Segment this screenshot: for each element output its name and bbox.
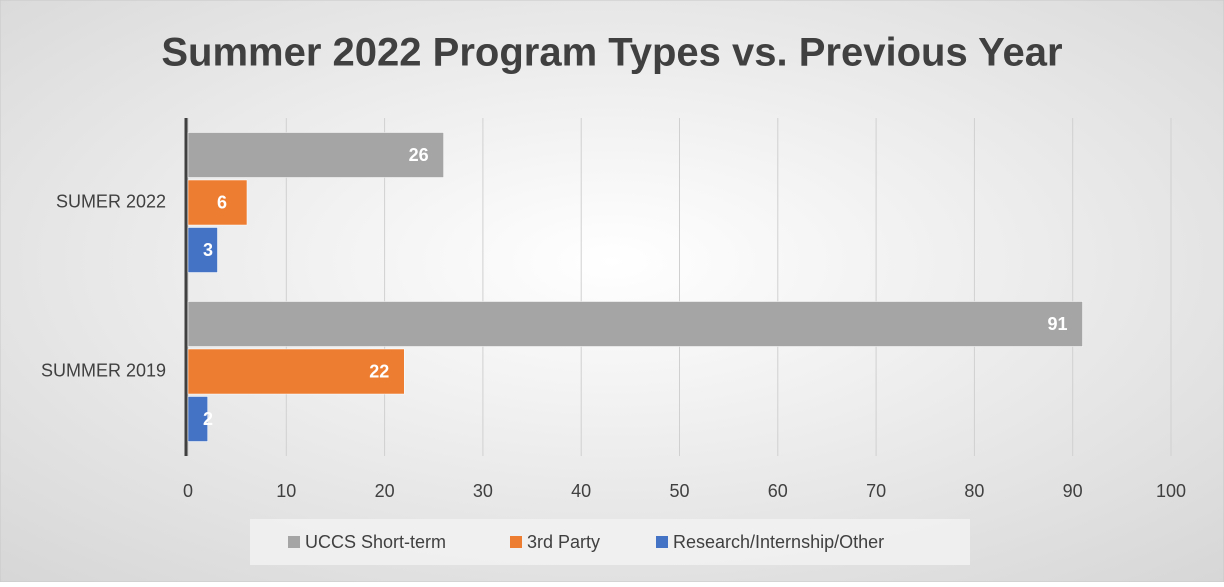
chart-title: Summer 2022 Program Types vs. Previous Y… bbox=[161, 31, 1062, 75]
bar bbox=[187, 348, 405, 395]
x-tick-label: 50 bbox=[669, 481, 689, 501]
x-tick-label: 70 bbox=[866, 481, 886, 501]
legend-label: UCCS Short-term bbox=[305, 532, 446, 552]
y-tick-label: SUMER 2022 bbox=[56, 191, 166, 211]
data-label: 3 bbox=[203, 240, 213, 260]
legend-label: Research/Internship/Other bbox=[673, 532, 884, 552]
data-label: 26 bbox=[409, 145, 429, 165]
data-label: 6 bbox=[217, 192, 227, 212]
y-tick-label: SUMMER 2019 bbox=[41, 360, 166, 380]
legend-label: 3rd Party bbox=[527, 532, 600, 552]
data-label: 2 bbox=[203, 409, 213, 429]
data-label: 91 bbox=[1048, 314, 1068, 334]
x-tick-label: 10 bbox=[276, 481, 296, 501]
x-tick-label: 20 bbox=[375, 481, 395, 501]
bar bbox=[187, 396, 208, 442]
bar bbox=[187, 227, 218, 273]
x-tick-label: 60 bbox=[768, 481, 788, 501]
x-tick-label: 0 bbox=[183, 481, 193, 501]
x-tick-label: 80 bbox=[964, 481, 984, 501]
bar bbox=[187, 179, 248, 226]
x-tick-label: 30 bbox=[473, 481, 493, 501]
legend-swatch bbox=[510, 536, 522, 548]
x-tick-label: 90 bbox=[1063, 481, 1083, 501]
x-tick-label: 100 bbox=[1156, 481, 1186, 501]
x-tick-label: 40 bbox=[571, 481, 591, 501]
data-label: 22 bbox=[369, 361, 389, 381]
bar bbox=[187, 301, 1083, 347]
bar bbox=[187, 132, 444, 178]
legend-swatch bbox=[656, 536, 668, 548]
legend-swatch bbox=[288, 536, 300, 548]
legend-box bbox=[250, 519, 970, 565]
